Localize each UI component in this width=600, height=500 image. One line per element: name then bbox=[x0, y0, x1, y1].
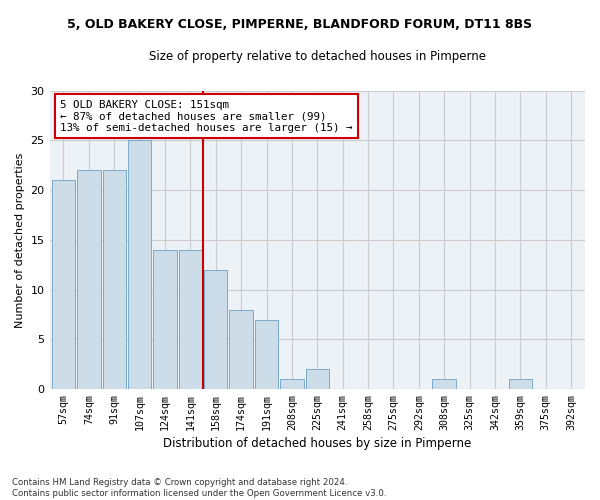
Y-axis label: Number of detached properties: Number of detached properties bbox=[15, 152, 25, 328]
Text: Contains HM Land Registry data © Crown copyright and database right 2024.
Contai: Contains HM Land Registry data © Crown c… bbox=[12, 478, 386, 498]
Bar bbox=[305, 370, 329, 389]
Bar bbox=[52, 180, 75, 389]
Bar bbox=[433, 379, 456, 389]
Bar bbox=[103, 170, 126, 389]
Bar bbox=[204, 270, 227, 389]
X-axis label: Distribution of detached houses by size in Pimperne: Distribution of detached houses by size … bbox=[163, 437, 472, 450]
Text: 5 OLD BAKERY CLOSE: 151sqm
← 87% of detached houses are smaller (99)
13% of semi: 5 OLD BAKERY CLOSE: 151sqm ← 87% of deta… bbox=[60, 100, 353, 132]
Bar bbox=[77, 170, 101, 389]
Bar bbox=[128, 140, 151, 389]
Bar bbox=[280, 379, 304, 389]
Bar bbox=[179, 250, 202, 389]
Bar bbox=[509, 379, 532, 389]
Bar bbox=[154, 250, 176, 389]
Text: 5, OLD BAKERY CLOSE, PIMPERNE, BLANDFORD FORUM, DT11 8BS: 5, OLD BAKERY CLOSE, PIMPERNE, BLANDFORD… bbox=[67, 18, 533, 31]
Bar bbox=[255, 320, 278, 389]
Bar bbox=[229, 310, 253, 389]
Title: Size of property relative to detached houses in Pimperne: Size of property relative to detached ho… bbox=[149, 50, 486, 63]
